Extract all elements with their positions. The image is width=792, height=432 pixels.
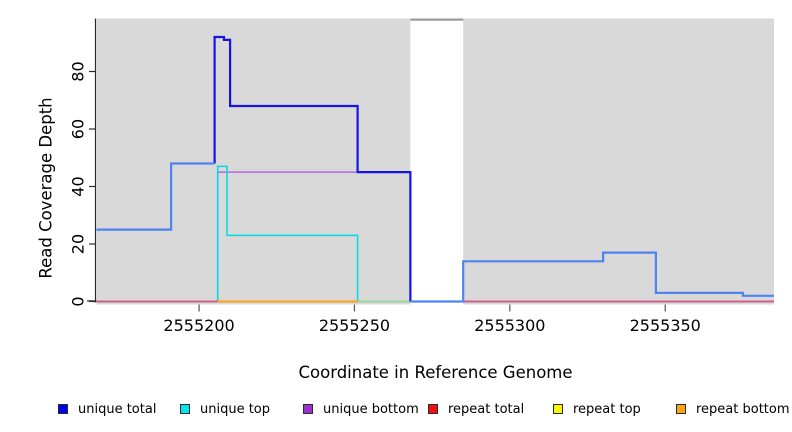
y-axis-title: Read Coverage Depth: [36, 97, 56, 279]
y-tick-label: 40: [69, 176, 88, 196]
y-tick-label: 60: [69, 119, 88, 139]
y-tick-label: 80: [69, 61, 88, 81]
series-total-lightblue: [410, 251, 774, 303]
series-unique-total: [213, 35, 412, 302]
x-tick-label: 2555200: [163, 316, 234, 335]
coverage-region: [96, 18, 411, 305]
y-tick-label: 20: [69, 234, 88, 254]
x-tick-label: 2555250: [319, 316, 390, 335]
series-total-lightblue: [96, 162, 215, 231]
coverage-region: [463, 18, 774, 305]
x-axis-title: Coordinate in Reference Genome: [298, 363, 573, 382]
x-tick-label: 2555350: [630, 316, 701, 335]
y-tick-label: 0: [69, 296, 88, 306]
x-tick-label: 2555300: [474, 316, 545, 335]
series-unique-top: [96, 165, 774, 303]
